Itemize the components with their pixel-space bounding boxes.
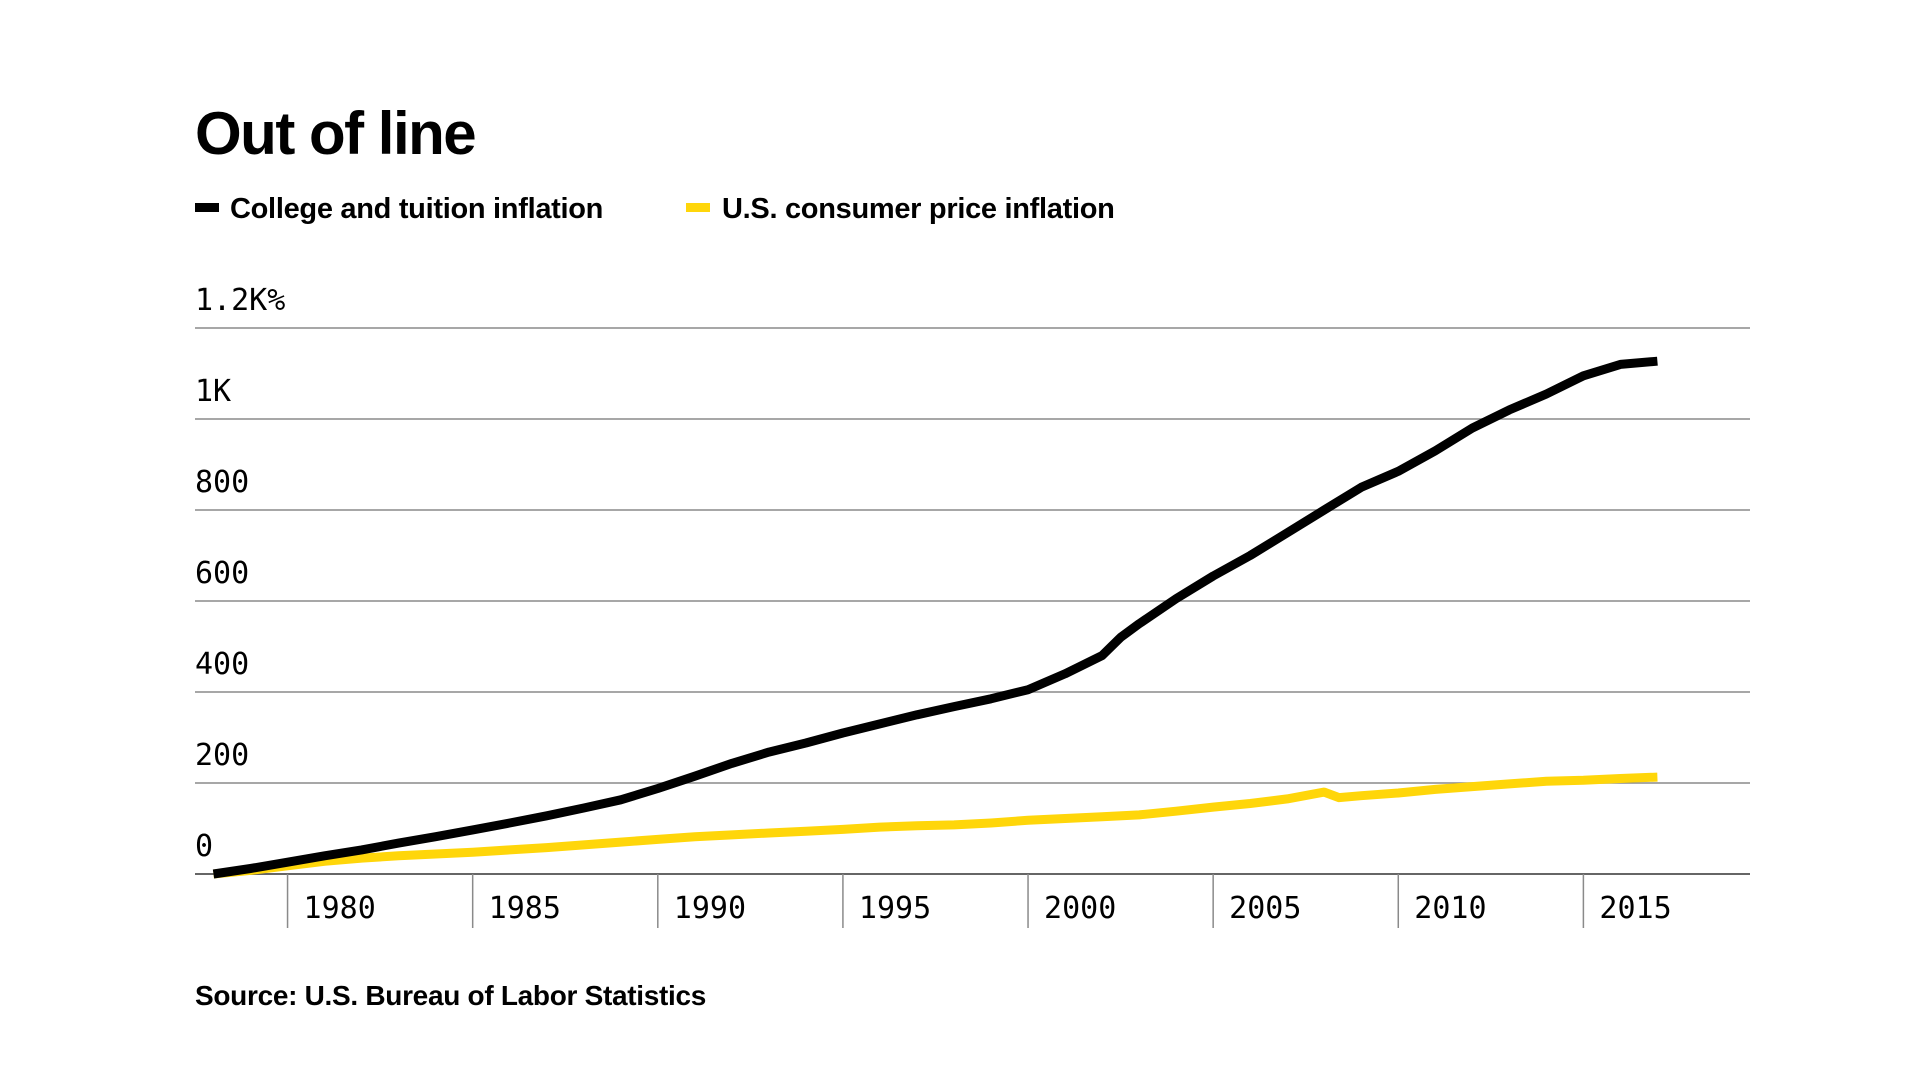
y-tick-label: 600 <box>195 556 249 591</box>
x-tick-label: 1980 <box>304 891 376 926</box>
legend-label-cpi: U.S. consumer price inflation <box>722 193 1115 225</box>
y-tick-label: 1.2K% <box>195 283 285 318</box>
source-note: Source: U.S. Bureau of Labor Statistics <box>195 980 706 1011</box>
x-tick-label: 2000 <box>1044 891 1116 926</box>
x-tick-label: 1995 <box>859 891 931 926</box>
legend-swatch-cpi <box>686 203 710 212</box>
x-tick-label: 1990 <box>674 891 746 926</box>
x-tick-label: 2015 <box>1599 891 1671 926</box>
chart-title: Out of line <box>195 100 475 167</box>
legend: College and tuition inflation U.S. consu… <box>195 193 1115 225</box>
series-lines <box>212 356 1658 879</box>
x-tick-label: 2010 <box>1414 891 1486 926</box>
y-tick-label: 0 <box>195 829 213 864</box>
y-axis-labels: 0 200 400 600 800 1K 1.2K% <box>195 283 285 864</box>
legend-label-college: College and tuition inflation <box>230 193 603 225</box>
grid-lines <box>195 327 1750 875</box>
series-line-college-tuition <box>212 356 1658 879</box>
y-tick-label: 800 <box>195 465 249 500</box>
y-tick-label: 1K <box>195 374 231 409</box>
series-line-consumer-price <box>213 772 1658 879</box>
y-tick-label: 200 <box>195 738 249 773</box>
x-axis: 1980 1985 1990 1995 2000 2005 2010 2015 <box>286 874 1672 928</box>
y-tick-label: 400 <box>195 647 249 682</box>
x-tick-label: 1985 <box>489 891 561 926</box>
x-tick-label: 2005 <box>1229 891 1301 926</box>
legend-swatch-college <box>195 203 219 212</box>
